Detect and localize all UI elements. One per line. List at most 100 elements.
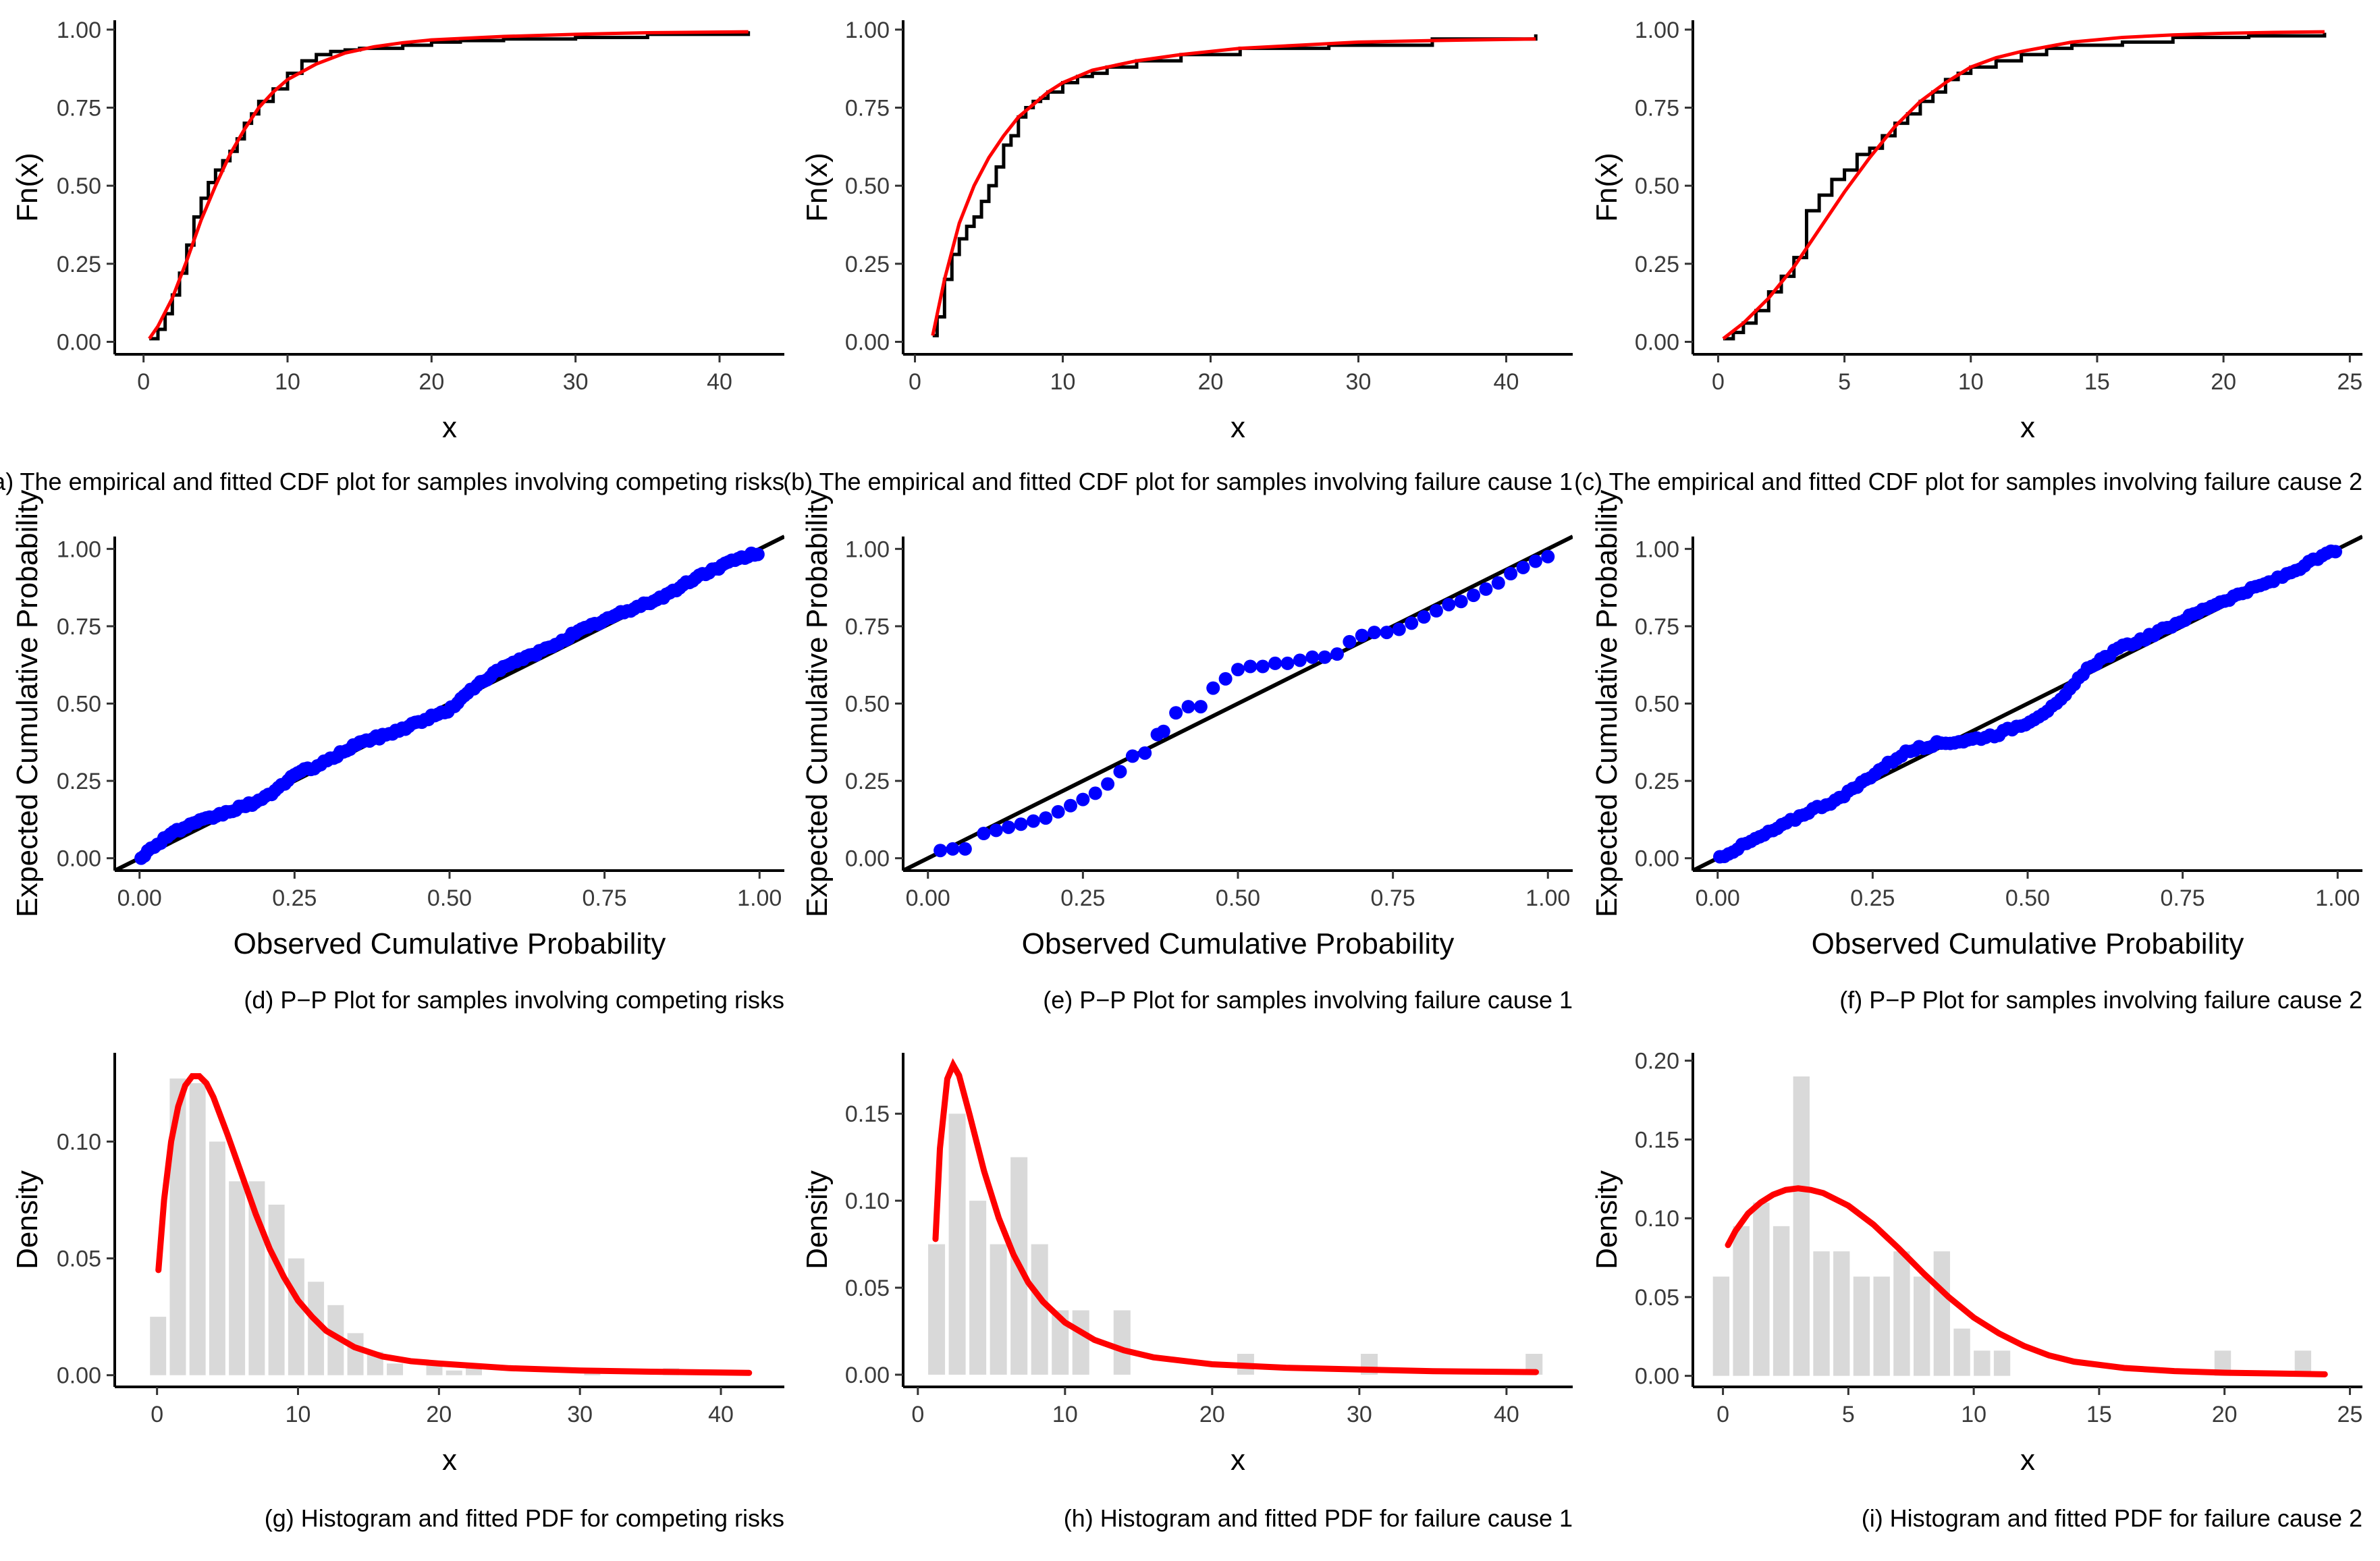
pp-point xyxy=(1051,804,1065,819)
y-axis-label: Fn(x) xyxy=(1590,153,1623,222)
fitted-pdf-curve xyxy=(155,1073,753,1376)
x-tick-label: 40 xyxy=(1494,369,1519,395)
y-tick-label: 0.10 xyxy=(57,1130,101,1155)
pp-point xyxy=(1380,626,1394,640)
y-tick-label: 0.00 xyxy=(57,1363,101,1389)
plot-area xyxy=(1712,1076,2328,1377)
x-axis-label: Observed Cumulative Probability xyxy=(1022,927,1455,960)
histogram-bar xyxy=(1893,1251,1910,1376)
x-axis-label: x xyxy=(2020,1444,2035,1477)
y-tick-label: 0.00 xyxy=(845,846,890,872)
histogram-bar xyxy=(1793,1076,1810,1376)
histogram-bar xyxy=(288,1258,304,1375)
pp-point xyxy=(958,842,972,856)
pp-point xyxy=(946,842,960,856)
histogram-bar xyxy=(928,1244,946,1375)
y-tick-label: 0.00 xyxy=(845,1363,890,1388)
panel-b: 0 10 20 30 40 0.00 0.25 0.50 0.75 1.00 x Fn(x) (b) T… xyxy=(783,18,1573,495)
pp-point xyxy=(1405,616,1419,630)
plot-area xyxy=(1722,30,2327,341)
x-tick-label: 10 xyxy=(1052,1402,1078,1427)
pp-point xyxy=(977,827,991,840)
panel-caption: (e) P−P Plot for samples involving failu… xyxy=(1043,986,1573,1014)
pp-point xyxy=(1528,554,1542,568)
panel-e: 0.00 0.25 0.50 0.75 1.00 0.00 0.25 0.50 0.75 1.00… xyxy=(801,490,1573,1014)
x-axis-label: x xyxy=(1230,1444,1245,1477)
x-tick-label: 10 xyxy=(1958,369,1984,395)
y-axis-label: Density xyxy=(801,1170,834,1269)
x-axis-label: x xyxy=(442,1444,457,1477)
histogram-bar xyxy=(1933,1251,1951,1376)
histogram-bar xyxy=(1833,1251,1850,1376)
pp-point xyxy=(1026,814,1040,828)
x-tick-label: 0.50 xyxy=(427,885,472,911)
panel-d: 0.00 0.25 0.50 0.75 1.00 0.00 0.25 0.50 0.75 1.00… xyxy=(11,490,784,1014)
x-tick-label: 30 xyxy=(563,369,589,395)
pp-point xyxy=(1429,604,1443,618)
pp-point xyxy=(934,844,948,858)
x-tick-label: 30 xyxy=(1347,1402,1372,1427)
y-tick-label: 1.00 xyxy=(57,537,101,562)
x-tick-label: 0.00 xyxy=(117,885,162,911)
plot-area xyxy=(931,34,1538,337)
pp-point xyxy=(1491,576,1505,590)
panel-caption: (g) Histogram and fitted PDF for competi… xyxy=(265,1504,784,1532)
panel-i: 0 5 10 15 20 25 0.00 0.05 0.10 0.15 0.20 x Density (i… xyxy=(1590,1049,2362,1532)
x-tick-label: 0.00 xyxy=(906,885,950,911)
x-tick-label: 0.25 xyxy=(1060,885,1105,911)
pp-point xyxy=(1113,765,1127,779)
pp-point xyxy=(1330,647,1344,661)
histogram-bar xyxy=(969,1201,987,1375)
x-tick-label: 10 xyxy=(286,1402,311,1427)
y-tick-label: 1.00 xyxy=(845,18,890,43)
histogram-bar xyxy=(229,1181,246,1375)
y-tick-label: 0.75 xyxy=(57,96,101,121)
panel-caption: (f) P−P Plot for samples involving failu… xyxy=(1839,986,2362,1014)
histogram-bar xyxy=(1072,1310,1089,1375)
panel-caption: (i) Histogram and fitted PDF for failure… xyxy=(1862,1504,2362,1532)
histogram-bar xyxy=(209,1141,225,1375)
histogram-bar xyxy=(1712,1276,1730,1376)
x-tick-label: 30 xyxy=(1346,369,1372,395)
x-tick-label: 5 xyxy=(1842,1402,1855,1427)
x-tick-label: 40 xyxy=(707,369,732,395)
x-tick-label: 40 xyxy=(1494,1402,1519,1427)
y-tick-label: 0.15 xyxy=(845,1101,890,1127)
pp-point xyxy=(1368,626,1382,640)
panel-caption: (c) The empirical and fitted CDF plot fo… xyxy=(1574,468,2362,495)
pp-point xyxy=(1231,663,1245,677)
pp-point xyxy=(1293,653,1307,667)
x-tick-label: 5 xyxy=(1838,369,1851,395)
empirical-cdf-line xyxy=(149,31,751,341)
pp-point xyxy=(1169,706,1183,720)
pp-point xyxy=(989,823,1003,838)
x-tick-label: 20 xyxy=(1199,1402,1225,1427)
y-axis-label: Fn(x) xyxy=(11,153,44,222)
histogram-bar xyxy=(1813,1251,1830,1376)
x-axis-label: x xyxy=(442,411,457,444)
y-axis-label: Expected Cumulative Probability xyxy=(801,490,834,917)
y-axis-label: Density xyxy=(1590,1170,1623,1269)
y-tick-label: 0.20 xyxy=(1635,1049,1679,1074)
pp-point xyxy=(1125,749,1139,763)
x-tick-label: 25 xyxy=(2337,1402,2363,1427)
panel-caption: (h) Histogram and fitted PDF for failure… xyxy=(1064,1504,1573,1532)
plot-area xyxy=(148,30,751,341)
x-tick-label: 10 xyxy=(1050,369,1076,395)
pp-point xyxy=(1467,588,1481,603)
pp-point xyxy=(1318,650,1332,664)
plot-area xyxy=(115,535,784,871)
x-tick-label: 0.25 xyxy=(1850,885,1895,911)
x-tick-label: 0.75 xyxy=(583,885,627,911)
pp-point xyxy=(1193,700,1208,714)
x-tick-label: 0 xyxy=(1716,1402,1729,1427)
pp-point xyxy=(1181,700,1195,714)
y-tick-label: 0.00 xyxy=(57,846,101,872)
empirical-cdf-line xyxy=(1723,32,2327,341)
panel-h: 0 10 20 30 40 0.00 0.05 0.10 0.15 x Density (h) His… xyxy=(801,1053,1573,1532)
y-tick-label: 1.00 xyxy=(57,18,101,43)
histogram-bar xyxy=(1974,1350,1991,1376)
y-tick-label: 0.25 xyxy=(57,252,101,277)
x-tick-label: 20 xyxy=(418,369,444,395)
histogram-bar xyxy=(466,1368,482,1375)
